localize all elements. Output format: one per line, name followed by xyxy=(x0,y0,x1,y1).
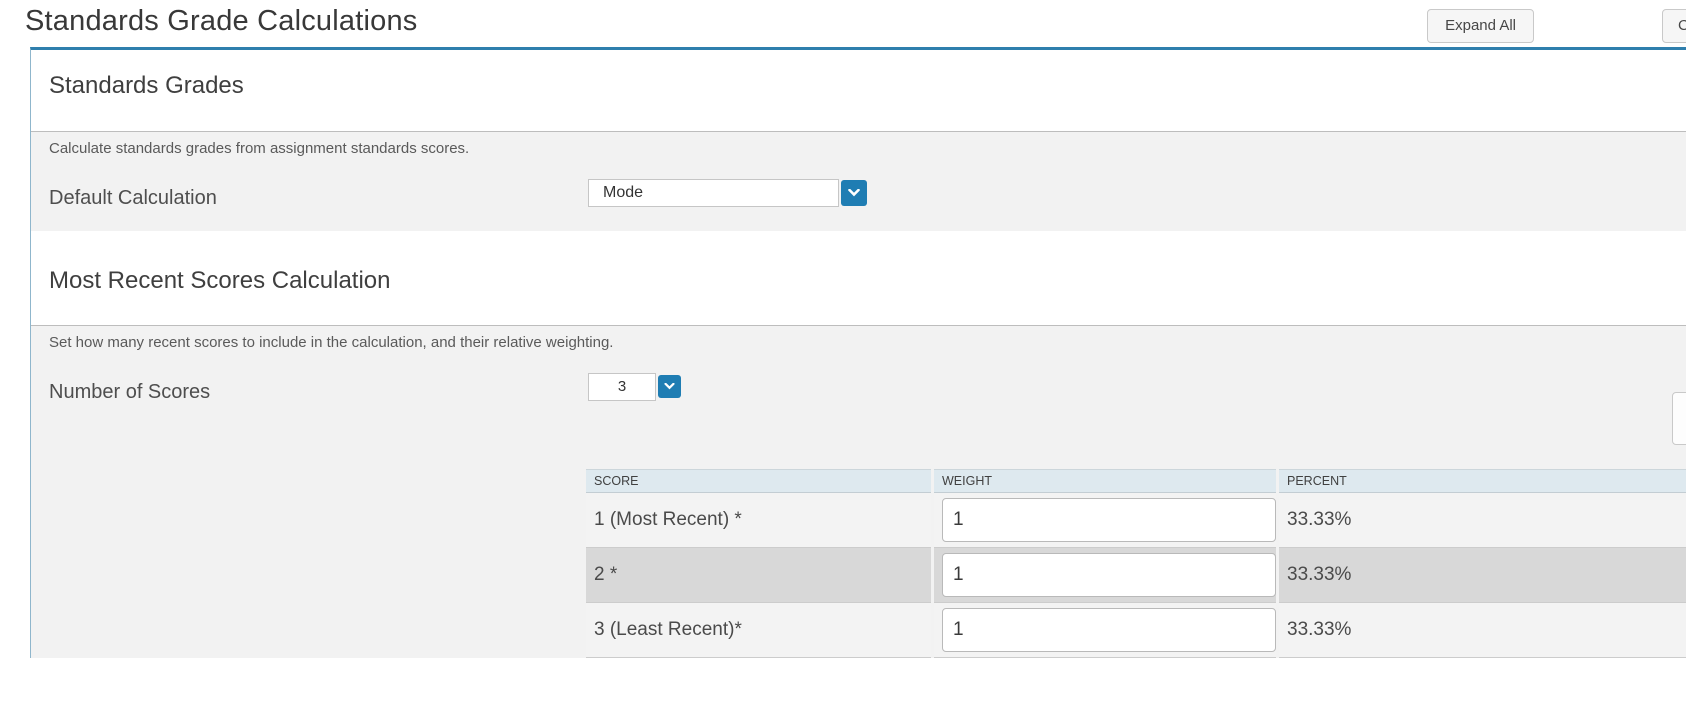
number-of-scores-value: 3 xyxy=(588,373,656,401)
percent-cell: 33.33% xyxy=(1279,603,1686,658)
scores-table: SCORE WEIGHT PERCENT 1 (Most Recent) * 33… xyxy=(586,469,1686,658)
most-recent-section: Set how many recent scores to include in… xyxy=(31,325,1686,658)
percent-cell: 33.33% xyxy=(1279,493,1686,548)
page-title: Standards Grade Calculations xyxy=(25,5,418,37)
weight-cell xyxy=(934,603,1276,658)
standards-grades-heading: Standards Grades xyxy=(49,72,244,99)
weight-input[interactable] xyxy=(942,498,1276,542)
weight-input[interactable] xyxy=(942,608,1276,652)
weight-cell xyxy=(934,548,1276,603)
expand-all-button[interactable]: Expand All xyxy=(1427,9,1534,43)
default-calculation-select[interactable]: Mode xyxy=(588,179,867,207)
score-column-header: SCORE xyxy=(586,469,931,493)
weight-column-header: WEIGHT xyxy=(934,469,1276,493)
score-cell: 2 * xyxy=(586,548,931,603)
default-calculation-value: Mode xyxy=(588,179,839,207)
most-recent-heading: Most Recent Scores Calculation xyxy=(49,267,391,294)
default-calculation-label: Default Calculation xyxy=(49,187,217,209)
table-row: 1 (Most Recent) * 33.33% xyxy=(586,493,1686,548)
chevron-down-icon[interactable] xyxy=(658,375,681,398)
score-cell: 1 (Most Recent) * xyxy=(586,493,931,548)
cut-off-control[interactable] xyxy=(1672,392,1686,445)
number-of-scores-select[interactable]: 3 xyxy=(588,373,681,401)
standards-grades-section: Calculate standards grades from assignme… xyxy=(31,131,1686,231)
collapse-all-button-partial[interactable]: C xyxy=(1662,9,1686,43)
number-of-scores-label: Number of Scores xyxy=(49,381,211,403)
scores-table-body: 1 (Most Recent) *33.33%2 *33.33%3 (Least… xyxy=(586,493,1686,658)
score-cell: 3 (Least Recent)* xyxy=(586,603,931,658)
percent-cell: 33.33% xyxy=(1279,548,1686,603)
standards-grades-description: Calculate standards grades from assignme… xyxy=(49,140,470,157)
settings-panel: Standards Grades Calculate standards gra… xyxy=(30,47,1686,658)
chevron-down-icon[interactable] xyxy=(841,180,867,206)
most-recent-description: Set how many recent scores to include in… xyxy=(49,334,614,351)
weight-cell xyxy=(934,493,1276,548)
table-row: 2 * 33.33% xyxy=(586,548,1686,603)
table-row: 3 (Least Recent)* 33.33% xyxy=(586,603,1686,658)
weight-input[interactable] xyxy=(942,553,1276,597)
table-header-row: SCORE WEIGHT PERCENT xyxy=(586,469,1686,493)
percent-column-header: PERCENT xyxy=(1279,469,1686,493)
